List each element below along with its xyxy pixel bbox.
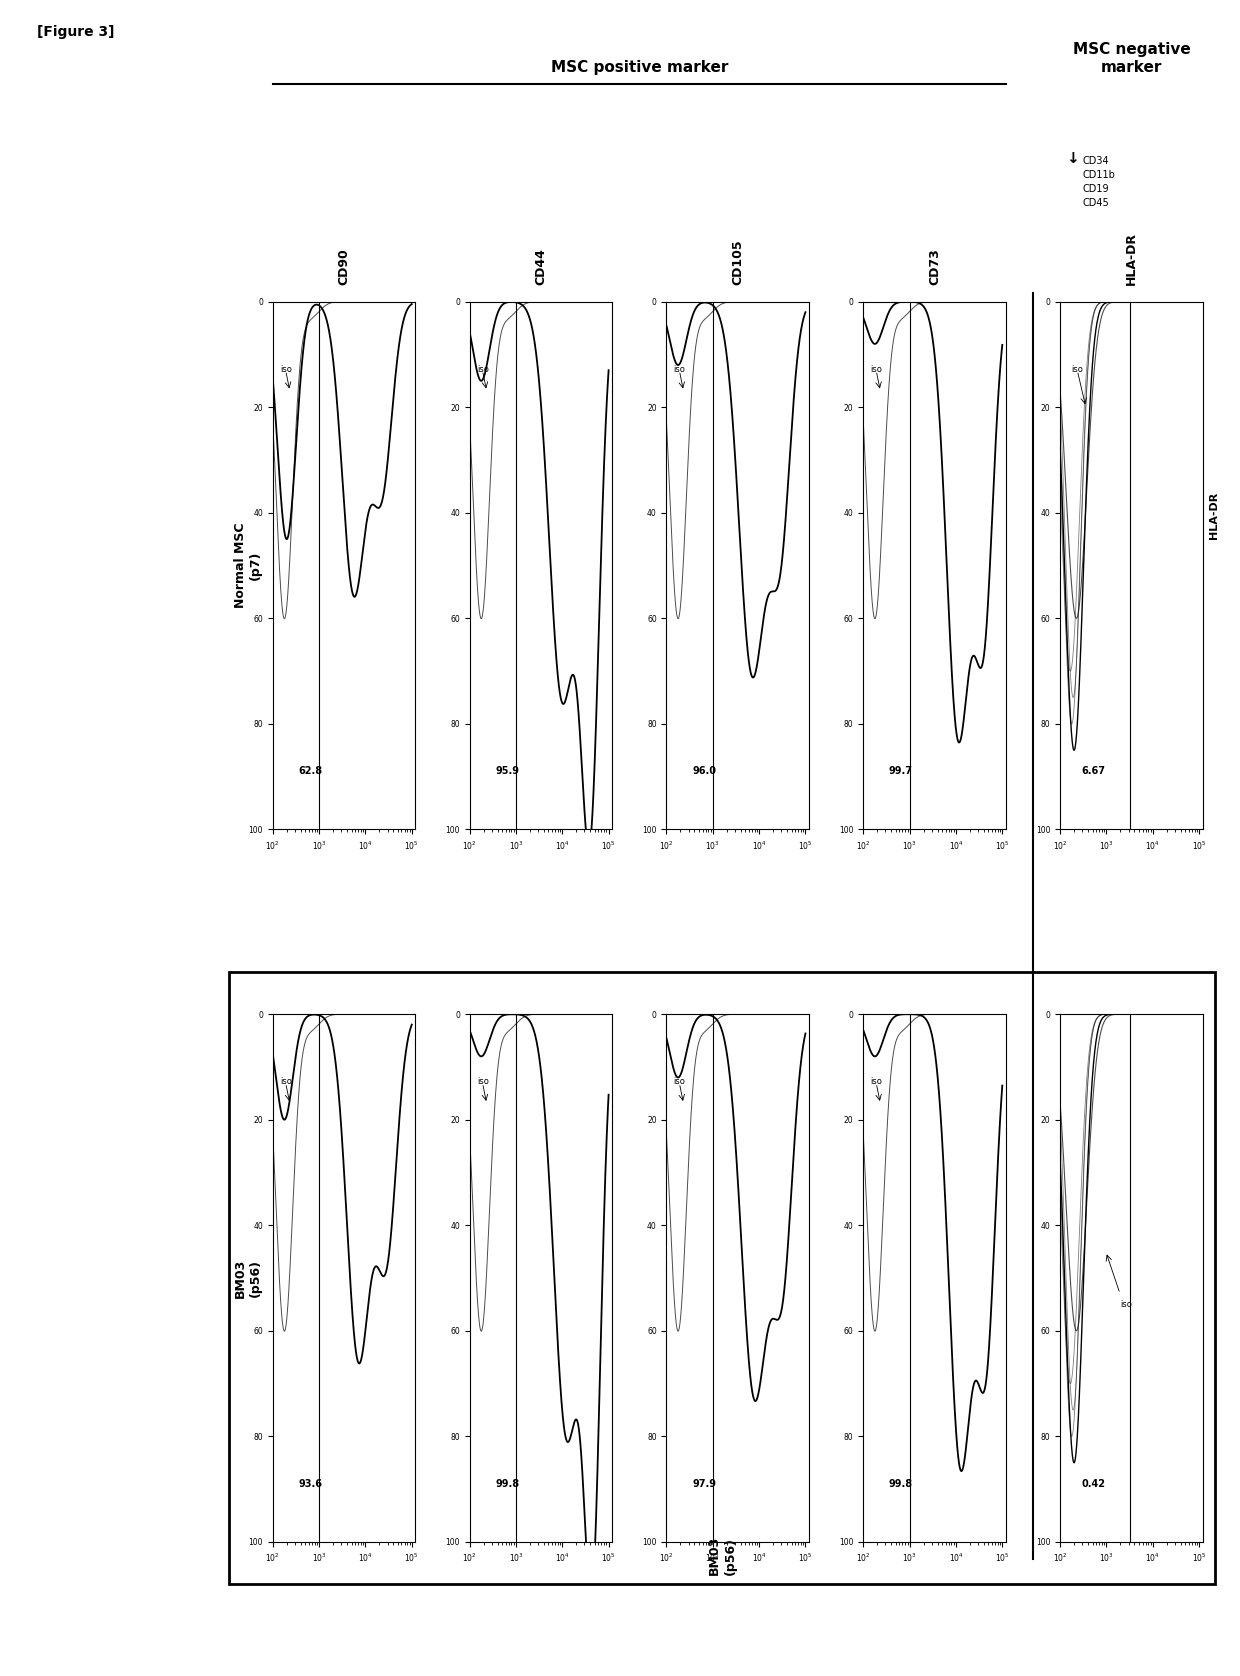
- Text: BM03
(p56): BM03 (p56): [234, 1259, 262, 1297]
- Text: 97.9: 97.9: [692, 1478, 717, 1488]
- Text: CD73: CD73: [929, 248, 941, 285]
- Text: iso: iso: [673, 1078, 686, 1086]
- Text: BM03
(p56): BM03 (p56): [708, 1537, 737, 1575]
- Text: MSC positive marker: MSC positive marker: [551, 60, 728, 75]
- Text: 93.6: 93.6: [299, 1478, 322, 1488]
- Text: HLA-DR: HLA-DR: [1125, 231, 1138, 285]
- Text: ↓: ↓: [1066, 151, 1079, 166]
- Text: CD90: CD90: [337, 248, 351, 285]
- Text: CD34
CD11b
CD19
CD45: CD34 CD11b CD19 CD45: [1083, 156, 1115, 208]
- Text: CD105: CD105: [732, 240, 744, 285]
- Text: 99.7: 99.7: [889, 766, 913, 776]
- Text: 6.67: 6.67: [1081, 766, 1106, 776]
- Text: iso: iso: [1071, 365, 1084, 374]
- Text: 99.8: 99.8: [889, 1478, 913, 1488]
- Text: iso: iso: [870, 1078, 883, 1086]
- Text: iso: iso: [476, 365, 489, 374]
- Text: iso: iso: [1120, 1301, 1132, 1309]
- Text: Normal MSC
(p7): Normal MSC (p7): [234, 523, 262, 608]
- Text: iso: iso: [280, 1078, 291, 1086]
- Text: iso: iso: [280, 365, 291, 374]
- Text: iso: iso: [476, 1078, 489, 1086]
- Text: 95.9: 95.9: [495, 766, 520, 776]
- Text: iso: iso: [870, 365, 883, 374]
- Text: HLA-DR: HLA-DR: [1209, 491, 1219, 540]
- Text: 96.0: 96.0: [692, 766, 717, 776]
- Text: iso: iso: [673, 365, 686, 374]
- Text: 62.8: 62.8: [299, 766, 322, 776]
- Text: MSC negative
marker: MSC negative marker: [1073, 42, 1190, 75]
- Text: 0.42: 0.42: [1081, 1478, 1106, 1488]
- Text: [Figure 3]: [Figure 3]: [37, 25, 114, 39]
- Text: 99.8: 99.8: [495, 1478, 520, 1488]
- Text: CD44: CD44: [534, 248, 547, 285]
